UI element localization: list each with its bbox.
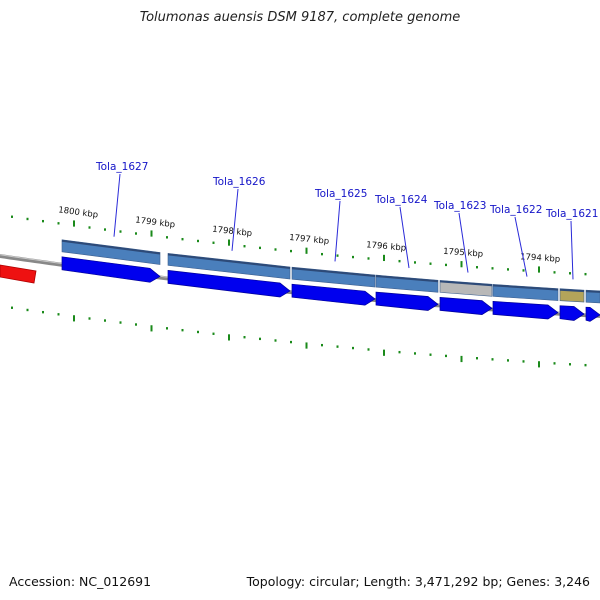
gene-label-leader: [570, 220, 574, 280]
kbp-label: 1800 kbp: [58, 205, 99, 220]
gene-feature-edge: [439, 280, 493, 287]
kbp-tick-marks: [11, 215, 587, 368]
gene-locus-label: Tola_1623: [433, 200, 486, 212]
topology-label: Topology: circular; Length: 3,471,292 bp…: [246, 574, 590, 589]
gene-feature-edge: [375, 275, 439, 283]
gene-feature-edge: [492, 284, 559, 291]
gene-feature-edge: [559, 288, 585, 293]
kbp-label: 1799 kbp: [135, 215, 176, 230]
gene-track: [61, 239, 600, 304]
gene-label-leader: [458, 212, 469, 273]
gene-label-leader: [399, 206, 410, 269]
cds-arrow: [585, 306, 600, 322]
kbp-label: 1795 kbp: [443, 247, 484, 260]
gene-label-leader: [231, 188, 239, 251]
cds-arrow: [61, 256, 161, 283]
accession-label: Accession: NC_012691: [9, 574, 152, 589]
contig-marker: [0, 264, 37, 284]
gene-locus-label: Tola_1626: [212, 176, 266, 188]
kbp-label: 1794 kbp: [520, 252, 561, 265]
kbp-label: 1797 kbp: [289, 233, 330, 247]
gene-locus-label: Tola_1622: [489, 204, 542, 216]
gene-feature-edge: [167, 253, 291, 269]
gene-locus-label: Tola_1627: [95, 161, 148, 173]
gene-feature-edge: [61, 239, 161, 255]
cds-track: [61, 256, 600, 322]
map-labels: 1800 kbp 1799 kbp 1798 kbp 1797 kbp 1796 kbp…: [58, 161, 598, 280]
gene-locus-label: Tola_1624: [374, 194, 428, 206]
cds-arrow: [439, 297, 493, 315]
cds-arrow: [492, 301, 559, 320]
gene-feature-edge: [585, 290, 600, 293]
cds-arrow: [291, 283, 376, 306]
cds-arrow: [167, 270, 291, 298]
gene-locus-label: Tola_1625: [314, 188, 367, 200]
gene-label-leader: [334, 200, 341, 262]
gene-locus-label: Tola_1621: [545, 208, 598, 220]
kbp-label: 1796 kbp: [366, 240, 407, 254]
cds-arrow: [559, 305, 585, 321]
map-title: Tolumonas auensis DSM 9187, complete gen…: [139, 10, 461, 25]
gene-label-leader: [113, 173, 121, 237]
gene-feature-edge: [291, 267, 376, 277]
cds-arrow: [375, 291, 439, 311]
gene-label-leader: [514, 216, 528, 277]
kbp-label: 1798 kbp: [212, 225, 253, 239]
